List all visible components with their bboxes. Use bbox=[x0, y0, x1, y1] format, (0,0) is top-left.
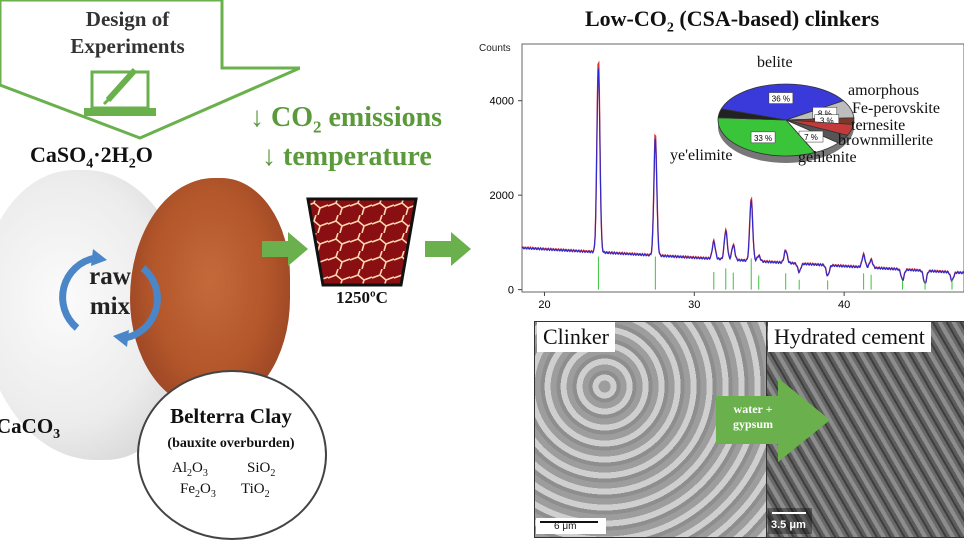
fe-text: Fe bbox=[180, 481, 195, 497]
pie-slice-percent: 33 % bbox=[754, 134, 772, 143]
xrd-ylabel: Counts bbox=[479, 43, 511, 54]
xrd-title-a: Low-CO bbox=[585, 6, 667, 31]
clay-circle bbox=[137, 370, 327, 540]
pie-slice-percent: 3 % bbox=[820, 117, 834, 126]
water-gypsum-label: water + gypsum bbox=[718, 402, 788, 432]
y-tick-label: 2000 bbox=[490, 190, 514, 202]
y-tick-label: 4000 bbox=[490, 96, 514, 108]
raw-mix-line2: mix bbox=[89, 293, 131, 320]
x-tick-label: 40 bbox=[838, 299, 850, 311]
doe-title: Design of Experiments bbox=[40, 6, 215, 60]
ti-text: TiO bbox=[241, 481, 265, 497]
scale-bar-hydrated: 3.5 μm bbox=[768, 508, 812, 534]
xrd-chart: 20 30 40 0 2000 4000 Counts 36 % 8 %3 %7 % 33 % bbox=[479, 43, 964, 311]
pie-label-ternesite: ternesite bbox=[851, 117, 906, 134]
temperature-reduction-label: ↓ temperature bbox=[262, 141, 432, 172]
raw-mix-line1: raw bbox=[89, 263, 131, 290]
caso4-sub-a: 4 bbox=[86, 156, 94, 172]
crucible-icon bbox=[306, 197, 418, 287]
x-tick-label: 30 bbox=[688, 299, 700, 311]
si-text: SiO bbox=[247, 460, 271, 476]
raw-mix-label: raw mix bbox=[78, 262, 142, 322]
laptop-pen-icon bbox=[84, 67, 156, 116]
hydrated-cement-label: Hydrated cement bbox=[768, 322, 931, 352]
fe-sub: 2 bbox=[195, 489, 200, 500]
pie-label-yeelimite: ye'elimite bbox=[670, 147, 733, 164]
clinker-label: Clinker bbox=[537, 322, 615, 352]
xrd-calculated-line bbox=[521, 67, 964, 285]
al-o-sub: 3 bbox=[202, 468, 208, 479]
pie-label-fe-perovskite: Fe-perovskite bbox=[852, 100, 940, 117]
scale-bar-clinker: 6 μm bbox=[536, 518, 606, 534]
doe-title-line1: Design of bbox=[85, 7, 170, 31]
pie-slice-percent: 36 % bbox=[772, 95, 790, 104]
right-arrow-icon bbox=[425, 232, 471, 266]
fe-o-text: O bbox=[200, 481, 211, 497]
si-sub: 2 bbox=[270, 468, 276, 479]
co2-emissions-text: emissions bbox=[321, 102, 443, 133]
water-gypsum-arrow bbox=[716, 378, 830, 462]
x-tick-label: 20 bbox=[538, 299, 550, 311]
caco3-text: CaCO bbox=[0, 414, 54, 438]
doe-arrow-graphic bbox=[0, 0, 300, 140]
clay-oxide-tio2: TiO2 bbox=[241, 481, 270, 500]
pie-slice-label-box bbox=[768, 92, 794, 104]
xrd-series bbox=[521, 60, 964, 290]
xrd-title-sub: 2 bbox=[666, 20, 674, 36]
al-text: Al bbox=[172, 460, 187, 476]
co2-reduction-label: ↓ CO2 emissions bbox=[250, 102, 442, 138]
caso4-label: CaSO4·2H2O bbox=[30, 142, 153, 172]
xrd-plot-frame bbox=[521, 43, 964, 293]
clay-oxide-al2o3: Al2O3 bbox=[172, 460, 208, 479]
right-arrow-icon bbox=[262, 232, 308, 266]
kiln-temperature: 1250ºC bbox=[336, 288, 388, 307]
pie-slice-label-box bbox=[750, 131, 776, 144]
pie-slice-percent: 8 % bbox=[818, 109, 832, 118]
cycle-arrows-icon bbox=[59, 249, 161, 347]
scale-bar-clinker-label: 6 μm bbox=[554, 521, 577, 532]
xrd-axis-ticks: 20 30 40 0 2000 4000 bbox=[490, 96, 851, 311]
phase-pie-chart: 36 % 8 %3 %7 % 33 % bbox=[717, 83, 855, 163]
clay-title: Belterra Clay bbox=[170, 404, 292, 428]
pie-slice-percent: 7 % bbox=[804, 133, 818, 142]
ti-sub: 2 bbox=[264, 489, 270, 500]
doe-title-line2: Experiments bbox=[70, 34, 185, 58]
al-o-text: O bbox=[192, 460, 203, 476]
pie-label-gehlenite: gehlenite bbox=[798, 149, 857, 166]
xrd-title: Low-CO2 (CSA-based) clinkers bbox=[585, 6, 879, 36]
pie-label-brownmillerite: brownmillerite bbox=[838, 132, 934, 149]
caso4-text-a: CaSO bbox=[30, 142, 87, 167]
arrow-label-line2: gypsum bbox=[732, 417, 773, 431]
al-sub: 2 bbox=[187, 468, 192, 479]
co2-sub: 2 bbox=[313, 117, 322, 137]
pie-label-amorphous: amorphous bbox=[848, 82, 920, 99]
scale-bar-hydrated-label: 3.5 μm bbox=[771, 519, 806, 531]
caso4-text-c: O bbox=[135, 142, 153, 167]
clay-subtitle: (bauxite overburden) bbox=[167, 436, 295, 451]
caco3-label: CaCO3 bbox=[0, 414, 60, 443]
fe-o-sub: 3 bbox=[210, 489, 216, 500]
caso4-sub-b: 2 bbox=[128, 156, 136, 172]
co2-text: ↓ CO bbox=[250, 102, 313, 133]
caso4-text-b: ·2H bbox=[93, 142, 129, 167]
y-tick-label: 0 bbox=[508, 285, 514, 297]
arrow-label-line1: water + bbox=[733, 402, 773, 416]
xrd-title-b: (CSA-based) clinkers bbox=[673, 6, 880, 31]
pie-label-belite: belite bbox=[757, 54, 793, 71]
clay-oxide-sio2: SiO2 bbox=[247, 460, 275, 479]
clay-oxide-fe2o3: Fe2O3 bbox=[180, 481, 216, 500]
caco3-sub: 3 bbox=[53, 427, 61, 443]
pie-slice bbox=[717, 108, 787, 121]
